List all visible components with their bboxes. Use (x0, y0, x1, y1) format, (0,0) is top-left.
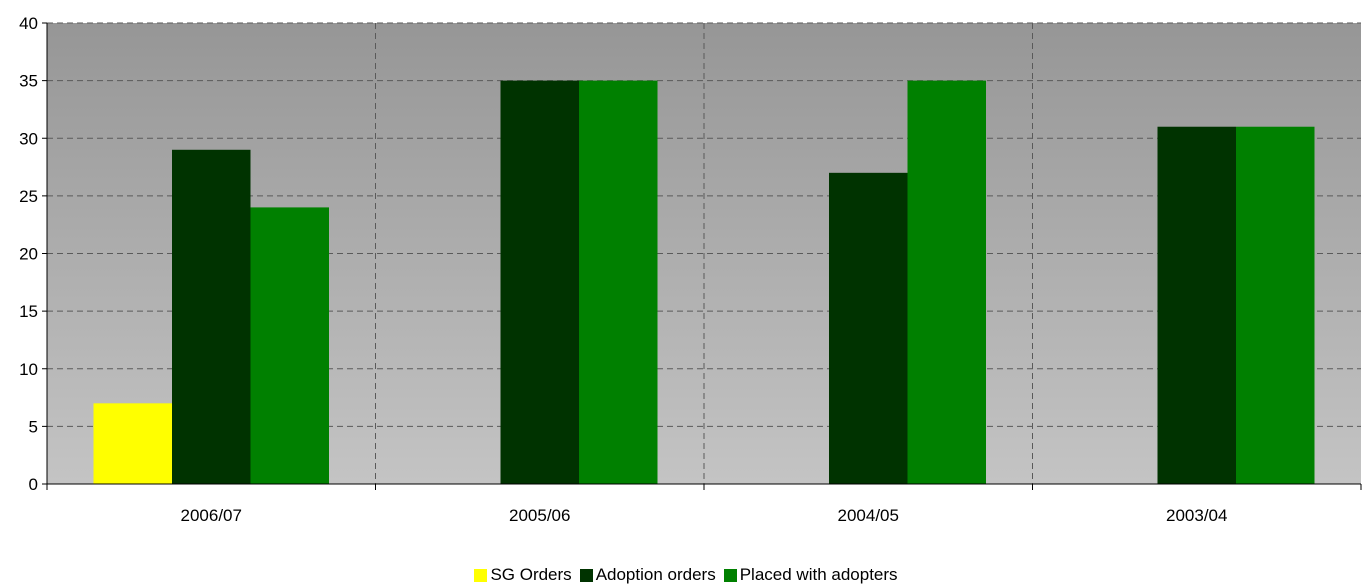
legend-label: SG Orders (490, 565, 572, 584)
x-tick-label: 2003/04 (1166, 506, 1227, 525)
gridlines (47, 22, 1361, 484)
legend-swatch (474, 568, 488, 582)
bar-sg-orders-2006-07 (93, 403, 172, 484)
legend-item: Placed with adopters (723, 565, 898, 585)
x-tick-label: 2006/07 (181, 506, 242, 525)
x-tick-label: 2005/06 (509, 506, 570, 525)
axes (42, 22, 1362, 490)
legend: SG Orders Adoption orders Placed with adop… (0, 565, 1372, 585)
bar-adoption-orders-2004-05 (829, 172, 908, 484)
bars (93, 80, 1315, 484)
bar-adoption-orders-2003-04 (1157, 126, 1236, 484)
y-tick-label: 5 (29, 417, 38, 436)
y-tick-label: 40 (19, 14, 38, 33)
x-axis-tick-labels: 2006/07 2005/06 2004/05 2003/04 (181, 506, 1228, 525)
bar-placed-with-adopters-2005-06 (579, 80, 658, 484)
legend-label: Adoption orders (595, 565, 716, 584)
y-tick-label: 25 (19, 187, 38, 206)
legend-swatch (723, 568, 737, 582)
bar-placed-with-adopters-2006-07 (250, 207, 329, 484)
y-tick-label: 30 (19, 129, 38, 148)
bar-placed-with-adopters-2003-04 (1236, 126, 1315, 484)
x-tick-label: 2004/05 (838, 506, 899, 525)
bar-adoption-orders-2006-07 (172, 149, 251, 484)
legend-label: Placed with adopters (739, 565, 898, 584)
y-tick-label: 10 (19, 360, 38, 379)
bar-placed-with-adopters-2004-05 (907, 80, 986, 484)
y-tick-label: 35 (19, 72, 38, 91)
y-tick-label: 15 (19, 302, 38, 321)
y-axis-tick-labels: 0 5 10 15 20 25 30 35 40 (19, 14, 38, 494)
y-tick-label: 0 (29, 475, 38, 494)
legend-swatch (579, 568, 593, 582)
legend-item: Adoption orders (579, 565, 716, 585)
y-tick-label: 20 (19, 245, 38, 264)
legend-item: SG Orders (474, 565, 572, 585)
bar-adoption-orders-2005-06 (500, 80, 579, 484)
